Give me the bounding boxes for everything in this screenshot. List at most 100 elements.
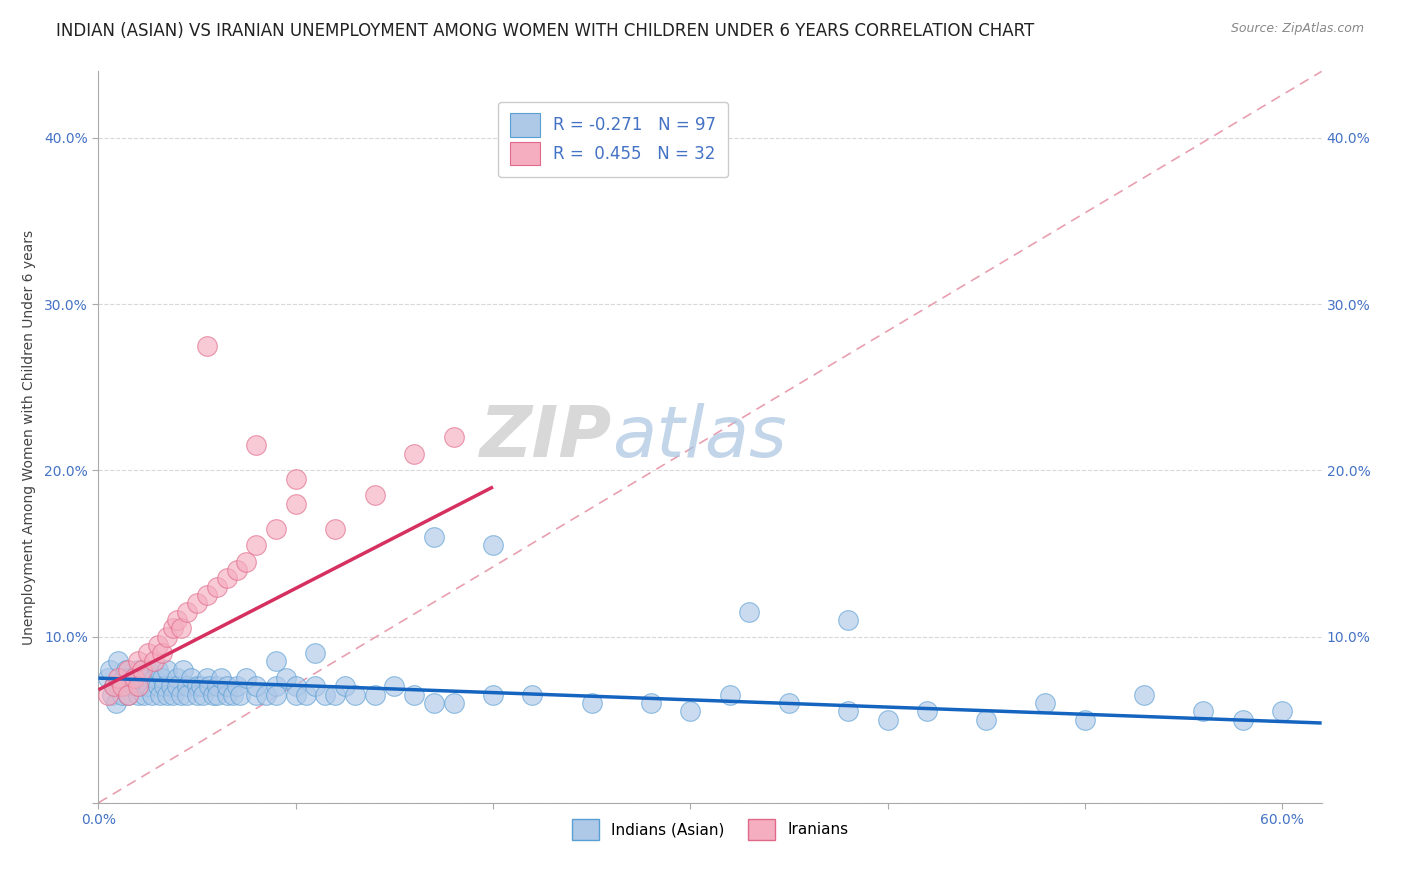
Point: [284, 497, 307, 511]
Point: [876, 713, 898, 727]
Point: [522, 688, 544, 702]
Point: [205, 688, 228, 702]
Point: [142, 655, 165, 669]
Point: [172, 663, 194, 677]
Point: [117, 663, 139, 677]
Point: [190, 680, 212, 694]
Point: [166, 613, 188, 627]
Point: [264, 688, 287, 702]
Point: [640, 696, 662, 710]
Point: [136, 680, 159, 694]
Point: [225, 563, 247, 577]
Point: [170, 621, 193, 635]
Point: [215, 680, 238, 694]
Point: [235, 555, 257, 569]
Point: [323, 688, 346, 702]
Point: [127, 655, 149, 669]
Point: [136, 646, 159, 660]
Point: [205, 580, 228, 594]
Point: [195, 588, 218, 602]
Point: [127, 680, 149, 694]
Point: [1232, 713, 1254, 727]
Point: [127, 688, 149, 702]
Point: [186, 596, 208, 610]
Point: [254, 688, 277, 702]
Point: [136, 663, 159, 677]
Point: [284, 688, 307, 702]
Point: [97, 671, 120, 685]
Point: [128, 680, 150, 694]
Text: ZIP: ZIP: [479, 402, 612, 472]
Point: [314, 688, 336, 702]
Point: [201, 688, 224, 702]
Point: [107, 680, 129, 694]
Point: [221, 688, 243, 702]
Point: [142, 671, 165, 685]
Point: [122, 680, 145, 694]
Point: [209, 671, 232, 685]
Point: [423, 530, 446, 544]
Point: [149, 688, 172, 702]
Point: [245, 438, 267, 452]
Point: [679, 705, 702, 719]
Point: [1271, 705, 1294, 719]
Text: atlas: atlas: [612, 402, 787, 472]
Point: [382, 680, 405, 694]
Point: [215, 688, 238, 702]
Point: [343, 688, 366, 702]
Point: [152, 680, 174, 694]
Point: [166, 671, 188, 685]
Point: [101, 688, 124, 702]
Point: [115, 663, 138, 677]
Point: [264, 655, 287, 669]
Point: [107, 655, 129, 669]
Point: [245, 680, 267, 694]
Point: [423, 696, 446, 710]
Point: [363, 688, 385, 702]
Point: [176, 688, 198, 702]
Point: [482, 688, 505, 702]
Point: [264, 680, 287, 694]
Point: [284, 680, 307, 694]
Point: [127, 663, 149, 677]
Point: [111, 688, 134, 702]
Point: [117, 680, 139, 694]
Point: [150, 646, 173, 660]
Point: [304, 646, 326, 660]
Point: [404, 688, 426, 702]
Point: [274, 671, 297, 685]
Point: [186, 680, 208, 694]
Point: [107, 671, 129, 685]
Point: [150, 671, 173, 685]
Point: [118, 671, 141, 685]
Point: [160, 680, 183, 694]
Point: [146, 680, 169, 694]
Point: [718, 688, 741, 702]
Point: [482, 538, 505, 552]
Point: [215, 571, 238, 585]
Point: [205, 680, 228, 694]
Point: [837, 705, 859, 719]
Point: [141, 688, 163, 702]
Point: [404, 447, 426, 461]
Point: [264, 521, 287, 535]
Point: [146, 663, 169, 677]
Point: [581, 696, 603, 710]
Point: [443, 696, 465, 710]
Point: [195, 338, 218, 352]
Point: [131, 663, 153, 677]
Point: [363, 488, 385, 502]
Point: [103, 680, 125, 694]
Point: [166, 680, 188, 694]
Point: [117, 688, 139, 702]
Point: [156, 630, 179, 644]
Point: [195, 671, 218, 685]
Point: [186, 688, 208, 702]
Point: [1133, 688, 1156, 702]
Point: [245, 538, 267, 552]
Point: [131, 671, 153, 685]
Point: [111, 680, 134, 694]
Point: [117, 688, 139, 702]
Point: [191, 688, 214, 702]
Point: [198, 680, 221, 694]
